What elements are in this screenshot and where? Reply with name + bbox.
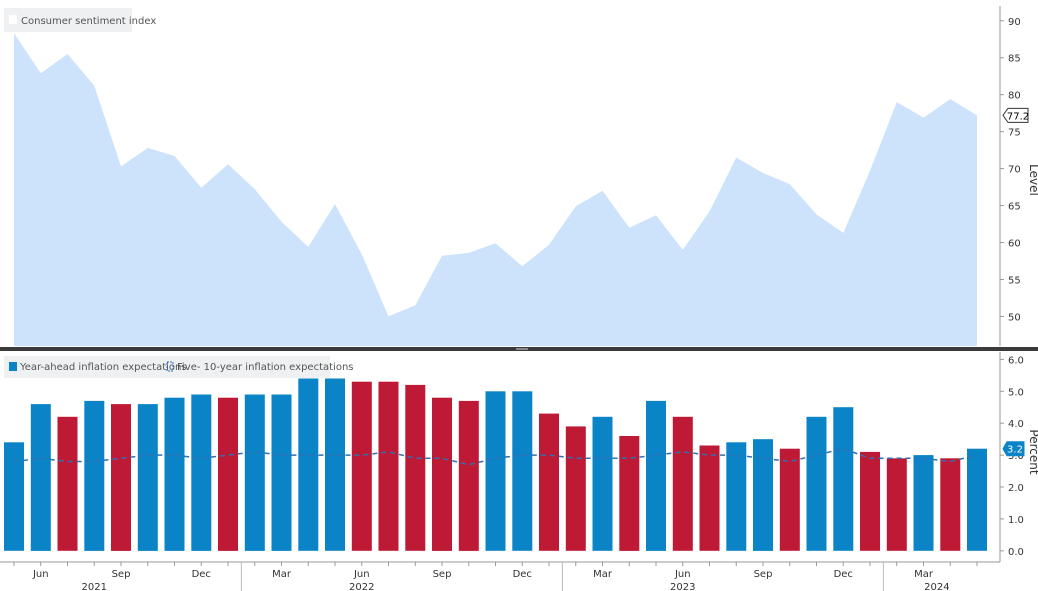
year-ahead-bar <box>4 442 24 551</box>
inflation-y-tick-label: 3.0 <box>1008 451 1024 462</box>
inflation-y-ticks: 0.0 1.0 2.0 3.0 4.0 5.0 6.0 <box>1000 355 1024 558</box>
sentiment-y-tick-label: 90 <box>1008 17 1021 28</box>
x-year-label: 2023 <box>670 582 695 591</box>
inflation-y-tick-label: 5.0 <box>1008 387 1024 398</box>
year-ahead-bar <box>244 394 265 551</box>
year-ahead-bar <box>378 381 399 551</box>
inflation-last-value-tag: 3.2 <box>1002 441 1025 457</box>
year-ahead-bar <box>298 378 319 551</box>
year-ahead-bar <box>84 400 105 551</box>
year-ahead-bar <box>111 404 131 551</box>
sentiment-y-tick-label: 55 <box>1008 275 1021 286</box>
x-year-label: 2024 <box>924 582 949 591</box>
sentiment-y-tick-label: 50 <box>1008 312 1021 323</box>
inflation-y-tick-label: 1.0 <box>1008 515 1024 526</box>
x-month-label: Jun <box>32 569 49 580</box>
year-ahead-bar <box>565 426 586 551</box>
year-ahead-bar <box>191 394 212 551</box>
year-ahead-bar <box>485 391 506 551</box>
x-month-label: Jun <box>353 569 370 580</box>
year-ahead-bar <box>539 413 559 551</box>
year-ahead-bar <box>672 416 693 551</box>
year-ahead-bar <box>271 394 292 551</box>
x-month-label: Dec <box>513 569 532 580</box>
year-ahead-bar <box>913 455 934 551</box>
year-ahead-bar <box>967 448 987 551</box>
sentiment-y-tick-label: 75 <box>1008 128 1021 139</box>
sentiment-y-tick-label: 85 <box>1008 54 1021 65</box>
year-ahead-bar <box>405 384 426 551</box>
x-month-label: Mar <box>593 569 613 580</box>
x-axis-year-labels: 2021 2022 2023 2024 <box>82 582 950 591</box>
year-ahead-bar <box>753 439 773 551</box>
year-ahead-bar <box>137 404 158 551</box>
year-ahead-bar <box>30 404 51 551</box>
inflation-y-tick-label: 6.0 <box>1008 355 1024 366</box>
year-ahead-bar <box>218 397 238 551</box>
x-month-label: Sep <box>112 569 131 580</box>
x-axis: Jun Sep Dec Mar Jun Sep Dec Mar Jun Sep Dec Mar 202… <box>0 561 1000 591</box>
x-month-label: Mar <box>272 569 292 580</box>
year-ahead-bar <box>325 378 345 551</box>
sentiment-legend-swatch <box>9 15 17 24</box>
five-ten-legend-label: Five- 10-year inflation expectations <box>177 362 354 373</box>
year-ahead-bar <box>726 442 747 551</box>
sentiment-y-tick-label: 65 <box>1008 202 1021 213</box>
year-ahead-bar <box>57 416 78 551</box>
inflation-y-tick-label: 0.0 <box>1008 547 1024 558</box>
sentiment-area <box>14 33 977 347</box>
x-month-label: Sep <box>433 569 452 580</box>
inflation-y-axis-title: Percent <box>1027 429 1038 474</box>
x-month-label: Dec <box>834 569 853 580</box>
year-ahead-bar <box>940 458 961 551</box>
five-ten-legend-swatch <box>166 361 174 372</box>
year-ahead-bar <box>886 458 907 551</box>
x-axis-ticks <box>13 562 978 591</box>
x-month-label: Sep <box>754 569 773 580</box>
svg-text:3.2: 3.2 <box>1007 445 1023 456</box>
year-ahead-bar <box>592 416 613 551</box>
inflation-y-tick-label: 4.0 <box>1008 419 1024 430</box>
year-ahead-bar <box>164 397 185 551</box>
x-month-label: Mar <box>914 569 934 580</box>
year-ahead-bar <box>619 436 640 551</box>
sentiment-legend: Consumer sentiment index <box>4 8 156 32</box>
year-ahead-bar <box>779 448 800 551</box>
year-ahead-bar <box>458 400 479 551</box>
x-year-label: 2021 <box>82 582 107 591</box>
sentiment-y-tick-label: 80 <box>1008 91 1021 102</box>
year-ahead-bar <box>806 416 827 551</box>
x-axis-month-labels: Jun Sep Dec Mar Jun Sep Dec Mar Jun Sep Dec Mar <box>32 569 934 580</box>
year-ahead-bar <box>646 400 666 551</box>
year-ahead-legend-swatch <box>9 362 17 371</box>
year-ahead-bar <box>860 451 880 551</box>
inflation-legend: Year-ahead inflation expectations Five- … <box>4 356 354 378</box>
sentiment-y-ticks: 50 55 60 65 70 75 80 85 90 <box>1000 17 1021 323</box>
year-ahead-bar <box>699 445 720 551</box>
sentiment-y-axis-title: Level <box>1027 164 1038 196</box>
inflation-y-tick-label: 2.0 <box>1008 483 1024 494</box>
sentiment-y-tick-label: 70 <box>1008 165 1021 176</box>
year-ahead-bar <box>512 391 533 551</box>
inflation-panel: 0.0 1.0 2.0 3.0 4.0 5.0 6.0 Percent 3.2 Year-a… <box>4 352 1038 562</box>
year-ahead-bar <box>432 397 452 551</box>
x-year-label: 2022 <box>349 582 374 591</box>
sentiment-legend-label: Consumer sentiment index <box>21 16 156 27</box>
sentiment-panel: 50 55 60 65 70 75 80 85 90 Level 77.2 Consumer s… <box>4 6 1038 347</box>
x-month-label: Jun <box>674 569 691 580</box>
svg-text:77.2: 77.2 <box>1007 111 1029 122</box>
year-ahead-bar <box>833 407 854 551</box>
panel-divider-grip[interactable] <box>516 348 528 350</box>
sentiment-last-value-tag: 77.2 <box>1002 107 1029 123</box>
year-ahead-bar <box>351 381 372 551</box>
inflation-bars <box>4 378 987 551</box>
year-ahead-legend-label: Year-ahead inflation expectations <box>19 362 187 373</box>
x-month-label: Dec <box>192 569 211 580</box>
sentiment-y-tick-label: 60 <box>1008 239 1021 250</box>
